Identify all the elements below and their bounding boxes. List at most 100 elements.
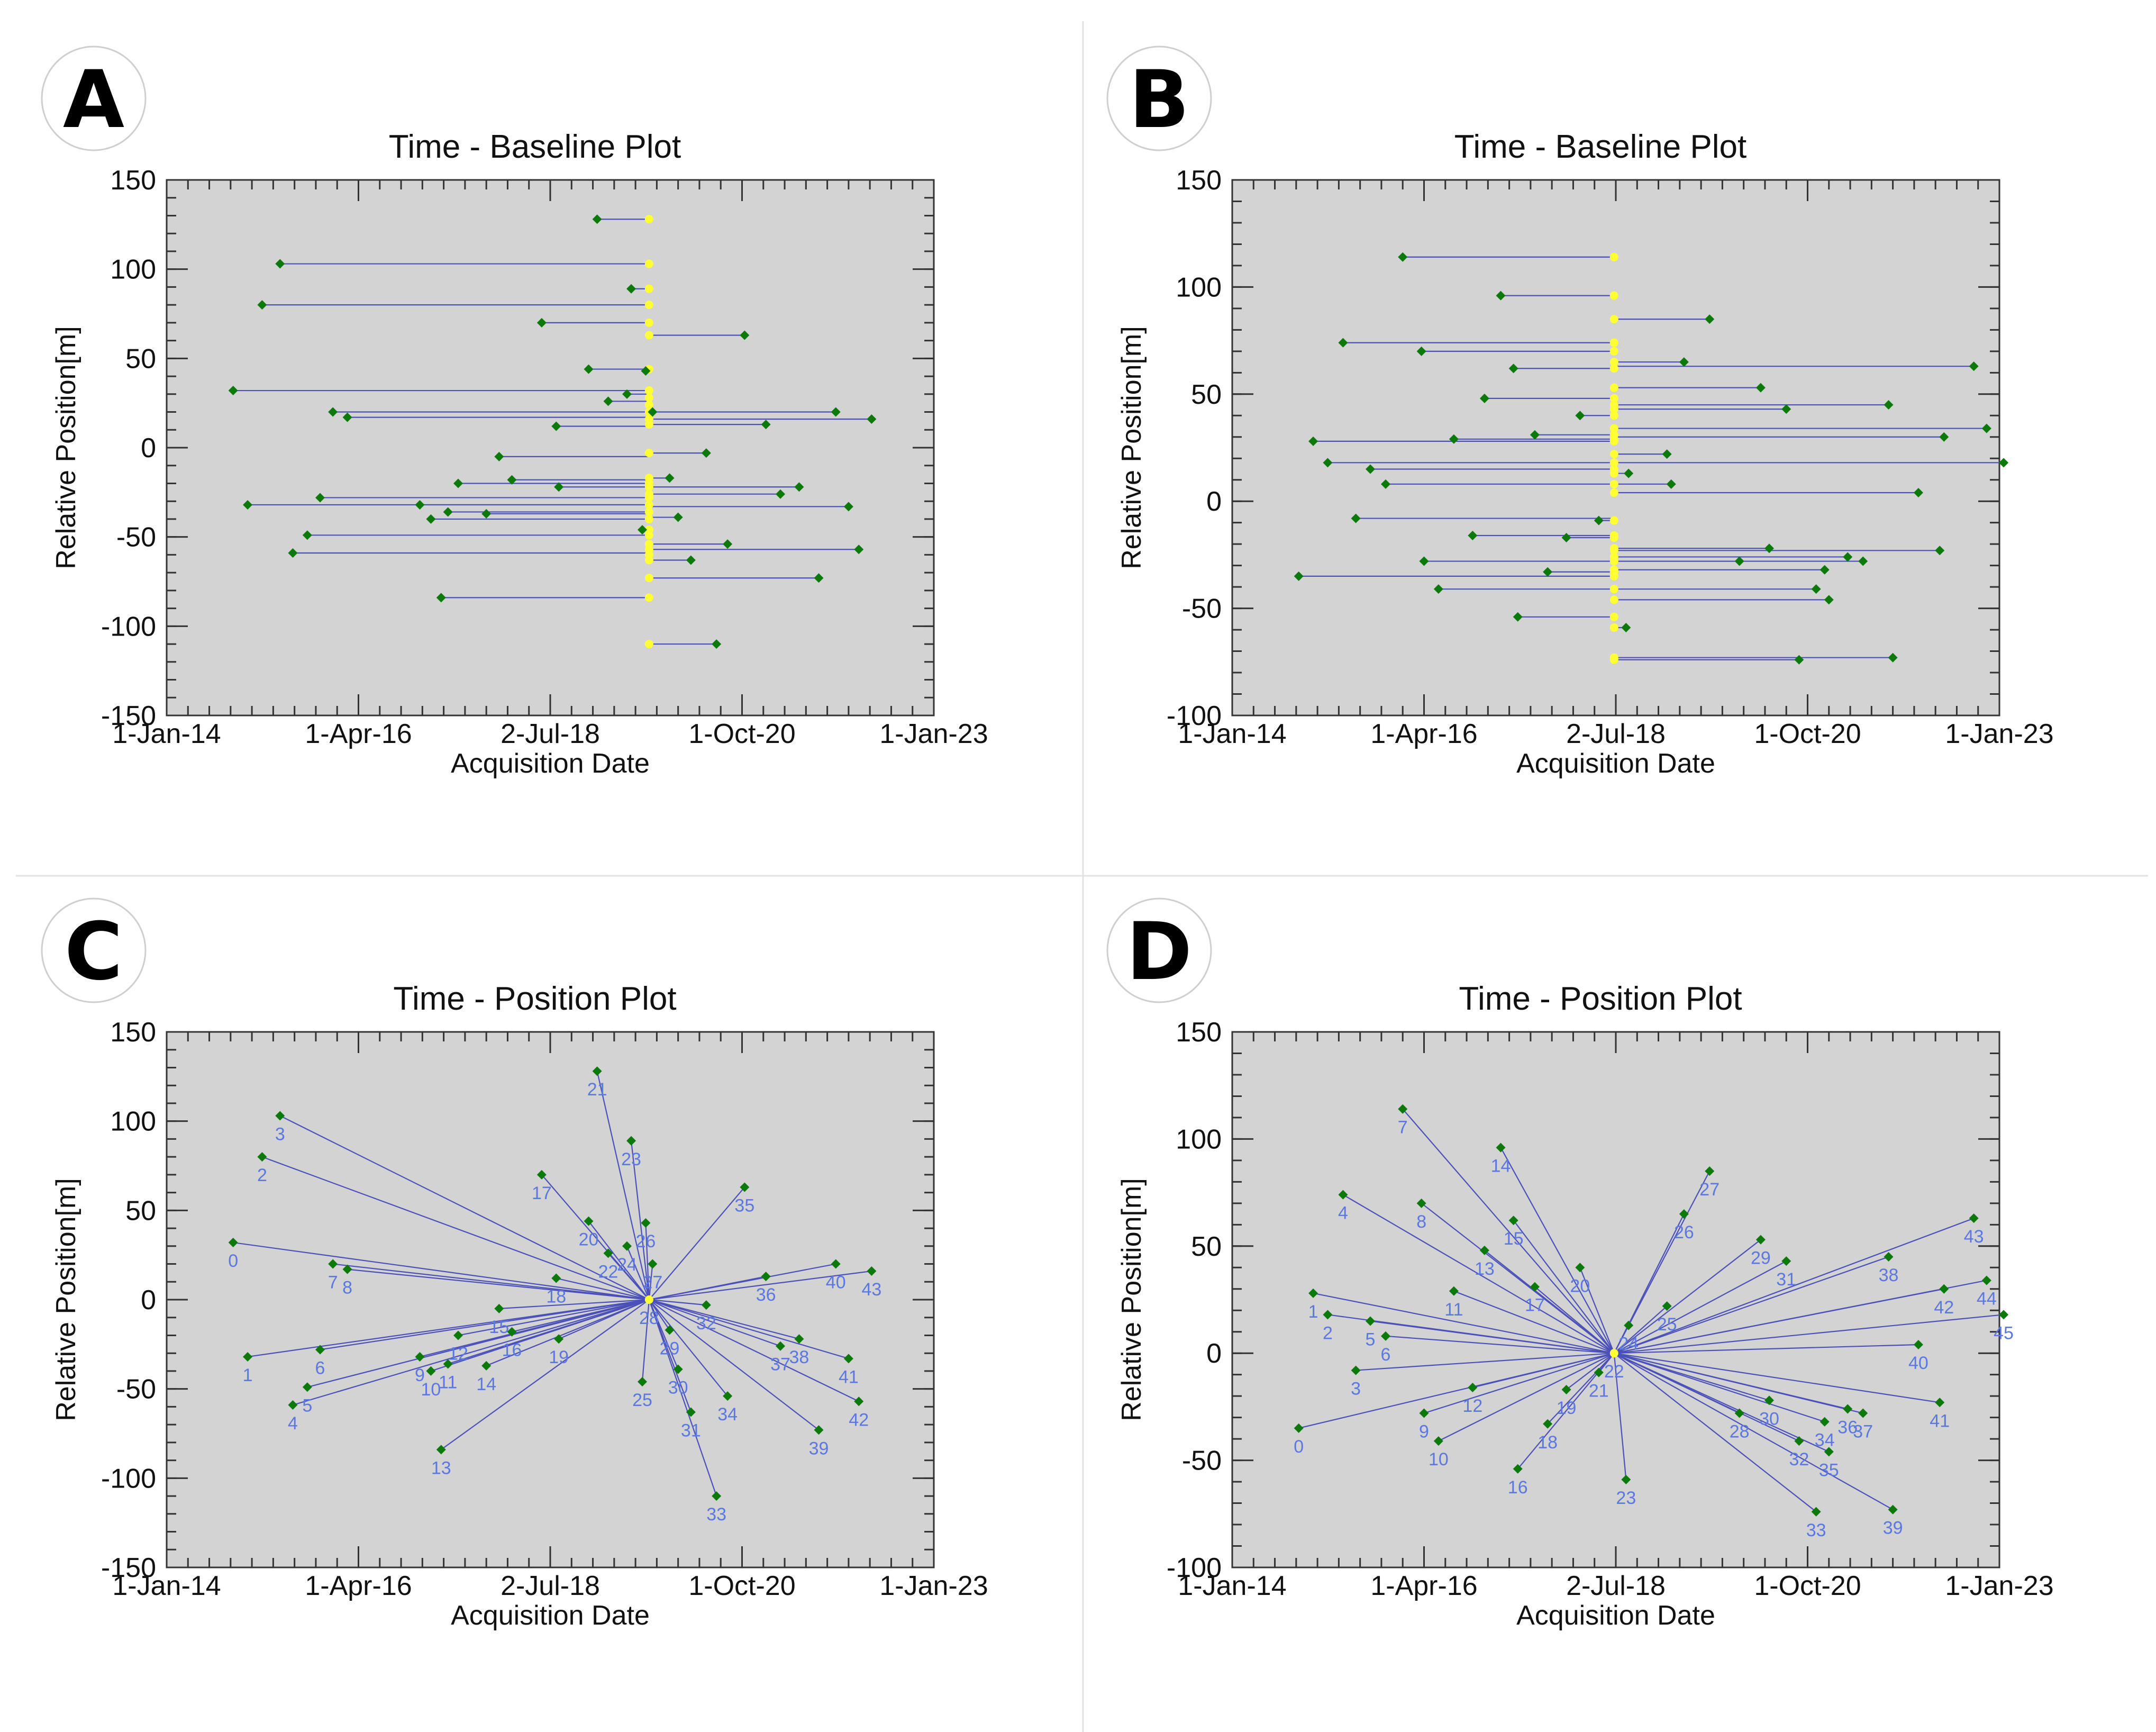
reference-marker	[644, 574, 653, 583]
acquisition-marker	[761, 420, 771, 430]
acquisition-label: 7	[328, 1273, 338, 1293]
x-tick-label: 2-Jul-18	[501, 719, 600, 749]
panel-badge-letter: B	[1129, 54, 1189, 146]
acquisition-marker	[592, 214, 602, 224]
acquisition-marker	[1621, 623, 1631, 633]
position-link	[1385, 1335, 1614, 1354]
position-link	[649, 1299, 781, 1347]
panel-badge-letter: A	[63, 54, 124, 146]
acquisition-marker	[1468, 530, 1478, 540]
acquisition-label: 8	[342, 1278, 352, 1298]
reference-marker	[644, 318, 653, 327]
panel-badge-circle	[1106, 897, 1212, 1003]
x-tick-label: 1-Jan-14	[1178, 719, 1286, 749]
acquisition-marker	[426, 514, 436, 524]
x-tick-label: 1-Apr-16	[1370, 1571, 1477, 1601]
acquisition-marker	[686, 1407, 696, 1417]
acquisition-marker	[638, 525, 647, 535]
y-tick-label: 0	[1206, 1338, 1222, 1369]
acquisition-label: 30	[668, 1378, 688, 1398]
acquisition-marker	[1366, 464, 1375, 474]
reference-marker	[1609, 291, 1618, 300]
position-link	[649, 1299, 820, 1431]
acquisition-label: 5	[1366, 1329, 1376, 1349]
y-tick-label: 100	[1176, 272, 1222, 303]
acquisition-marker	[641, 1218, 651, 1228]
acquisition-label: 30	[1759, 1409, 1779, 1429]
acquisition-marker	[1468, 1382, 1478, 1392]
reference-marker	[1609, 347, 1618, 356]
y-tick-label: 50	[1191, 1231, 1222, 1262]
y-tick-label: 0	[141, 1285, 156, 1316]
acquisition-marker	[831, 1259, 841, 1269]
reference-marker	[1609, 479, 1618, 488]
acquisition-marker	[584, 1216, 594, 1226]
position-link	[333, 1263, 650, 1301]
y-tick-label: 50	[125, 343, 156, 374]
acquisition-marker	[854, 545, 864, 555]
acquisition-marker	[854, 1397, 864, 1407]
acquisition-label: 39	[809, 1438, 829, 1458]
acquisition-marker	[1824, 1447, 1834, 1457]
acquisition-label: 29	[1751, 1248, 1771, 1268]
acquisition-label: 18	[546, 1287, 566, 1307]
acquisition-marker	[453, 1330, 463, 1340]
acquisition-label: 19	[1557, 1398, 1577, 1418]
reference-marker	[1609, 383, 1618, 392]
acquisition-marker	[536, 1169, 547, 1180]
acquisition-marker	[1308, 436, 1318, 446]
acquisition-marker	[1858, 556, 1868, 566]
position-link	[1402, 1109, 1615, 1354]
reference-marker	[644, 514, 653, 523]
position-link	[1614, 1353, 1825, 1422]
acquisition-marker	[302, 530, 312, 540]
acquisition-label: 6	[315, 1358, 325, 1378]
acquisition-marker	[1508, 364, 1518, 374]
acquisition-label: 22	[598, 1262, 618, 1282]
chart-title: Time - Position Plot	[393, 981, 676, 1017]
y-tick-label: 100	[110, 1107, 156, 1137]
reference-marker	[1609, 315, 1618, 324]
acquisition-label: 1	[243, 1365, 253, 1385]
acquisition-label: 43	[861, 1280, 881, 1300]
reference-marker	[1609, 394, 1618, 403]
position-link	[596, 1071, 650, 1300]
y-tick-label: -100	[101, 611, 156, 642]
panel-badge-circle	[41, 46, 147, 151]
acquisition-marker	[288, 1400, 298, 1410]
position-link	[1614, 1280, 1987, 1354]
acquisition-marker	[481, 509, 492, 519]
acquisition-label: 21	[587, 1080, 607, 1100]
acquisition-marker	[1843, 1404, 1853, 1414]
acquisition-label: 23	[1616, 1488, 1636, 1508]
acquisition-marker	[1575, 411, 1585, 421]
reference-marker	[1609, 364, 1618, 373]
y-tick-label: -50	[1182, 1446, 1222, 1476]
acquisition-marker	[1939, 1284, 1949, 1294]
acquisition-marker	[415, 500, 425, 510]
acquisition-label: 44	[1977, 1289, 1997, 1309]
acquisition-marker	[1449, 1286, 1459, 1296]
acquisition-marker	[554, 482, 564, 492]
y-tick-label: 100	[110, 255, 156, 285]
panel-badge-circle	[1106, 46, 1212, 151]
position-link	[1534, 1286, 1615, 1354]
x-tick-label: 2-Jul-18	[501, 1571, 600, 1601]
position-link	[1342, 1194, 1615, 1354]
position-link	[1614, 1261, 1787, 1354]
acquisition-marker	[1969, 1213, 1979, 1223]
acquisition-marker	[1781, 1256, 1791, 1266]
x-tick-label: 2-Jul-18	[1566, 719, 1666, 749]
acquisition-marker	[712, 639, 722, 649]
acquisition-label: 4	[1338, 1203, 1348, 1223]
acquisition-label: 41	[839, 1367, 859, 1387]
acquisition-marker	[603, 1248, 613, 1258]
x-tick-label: 1-Jan-14	[1178, 1571, 1286, 1601]
acquisition-marker	[1935, 546, 1945, 556]
acquisition-marker	[1858, 1408, 1868, 1418]
acquisition-marker	[701, 448, 711, 458]
reference-marker	[644, 301, 653, 310]
reference-marker	[644, 593, 653, 602]
acquisition-label: 37	[1853, 1422, 1873, 1442]
acquisition-marker	[1679, 1209, 1689, 1219]
